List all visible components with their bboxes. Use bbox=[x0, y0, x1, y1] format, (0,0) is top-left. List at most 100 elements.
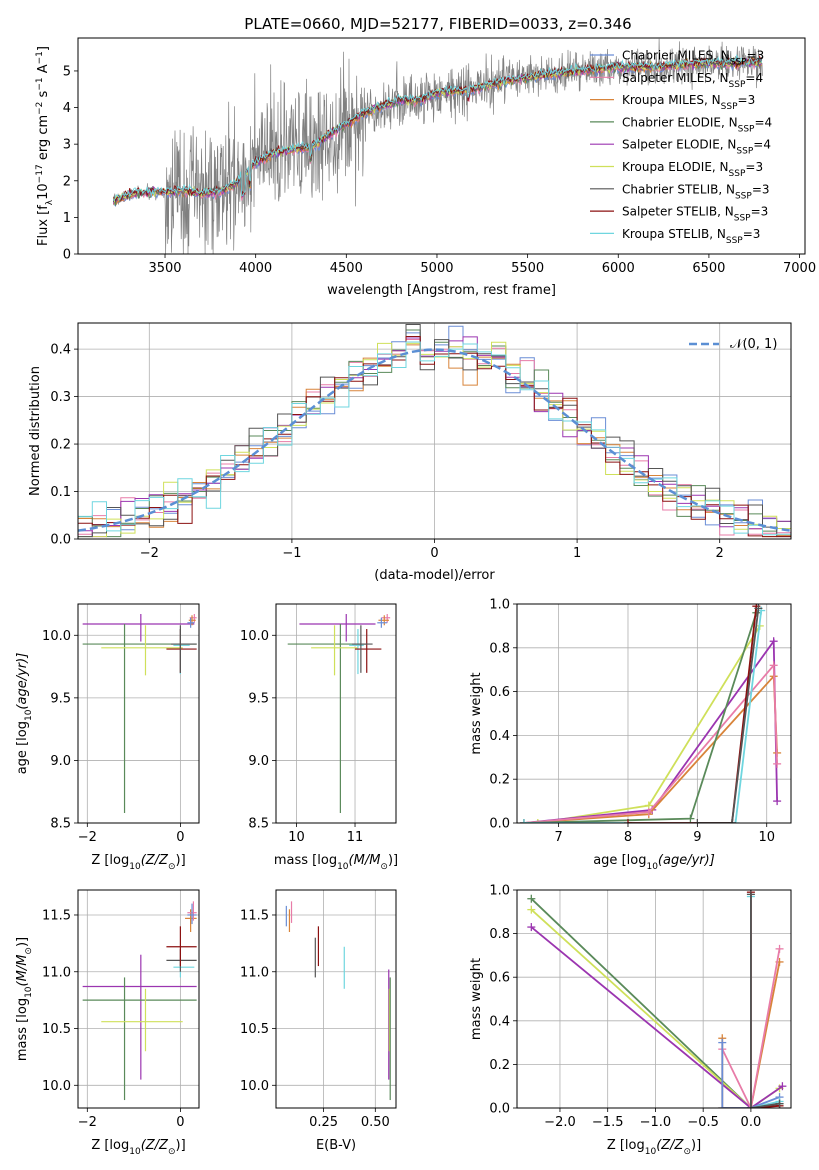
plot-area bbox=[112, 38, 763, 254]
y-tick-label: 4 bbox=[63, 101, 71, 116]
panel-mass-vs-Z: −2 010.010.511.011.5Z [log10(Z/Z⊙)]mass [… bbox=[15, 889, 200, 1157]
weight-line-salpeter_miles bbox=[523, 662, 778, 823]
plot-area bbox=[82, 901, 197, 1101]
legend-entry-part: Kroupa ELODIE, N bbox=[622, 160, 729, 174]
x-tick-label: 4500 bbox=[330, 261, 363, 276]
plot-area bbox=[527, 890, 787, 1108]
y-axis-label-part: λ bbox=[45, 199, 55, 205]
x-tick-label: 6000 bbox=[602, 261, 635, 276]
x-tick-label: 4000 bbox=[239, 261, 272, 276]
legend-entry-part: =3 bbox=[747, 49, 765, 63]
y-axis-label-part: age [log bbox=[15, 721, 30, 774]
y-tick-label: 11.5 bbox=[42, 908, 71, 923]
y-tick-label: 0.4 bbox=[489, 729, 510, 744]
legend-entry: Chabrier ELODIE, NSSP=4 bbox=[622, 115, 772, 134]
legend-entry-part: Chabrier MILES, N bbox=[622, 49, 730, 63]
axes-frame bbox=[516, 603, 792, 824]
x-axis-label: wavelength [Angstrom, rest frame] bbox=[327, 283, 556, 298]
legend-entry-part: =4 bbox=[753, 138, 771, 152]
y-axis-label-part: −17 bbox=[35, 164, 45, 183]
x-axis-label-part: )] bbox=[388, 853, 398, 868]
y-axis-label-part: −2 bbox=[35, 102, 45, 115]
x-axis-label-part: Z [log bbox=[91, 1138, 129, 1153]
panel-spectrum: 3500 4000 4500 5000 5500 6000 6500 7000 0 1 2 3 4 5 wa… bbox=[35, 37, 816, 298]
legend-entry-part: SSP bbox=[738, 124, 755, 134]
panel-residuals: −2 −1 0 1 2 0.0 0.1 0.2 0.3 0.4 𝒩(0, 1) (data-model… bbox=[28, 322, 792, 583]
x-tick-label: 9 bbox=[693, 830, 701, 845]
y-tick-label: 10.0 bbox=[42, 1079, 71, 1094]
y-axis-label-part: 10 bbox=[24, 986, 34, 998]
y-tick-label: 0.0 bbox=[489, 1102, 510, 1117]
chart-layer: 3500 4000 4500 5000 5500 6000 6500 7000012345wa… bbox=[15, 37, 816, 1157]
x-tick-label: 0.25 bbox=[309, 1115, 338, 1130]
y-tick-label: 1.0 bbox=[489, 598, 510, 613]
x-axis-label: age [log10(age/yr)] bbox=[593, 853, 715, 872]
axes-frame bbox=[516, 889, 792, 1109]
x-axis-label-part: 10 bbox=[337, 862, 349, 872]
axes-frame bbox=[77, 889, 200, 1109]
y-tick-label: 0 bbox=[63, 248, 71, 263]
x-axis-label-part: 10 bbox=[129, 1147, 141, 1157]
y-tick-label: 0.6 bbox=[489, 971, 510, 986]
legend-entry-part: =3 bbox=[752, 182, 770, 196]
y-axis-label-part: −1 bbox=[35, 77, 45, 90]
y-axis-label-part: )] bbox=[15, 937, 30, 947]
y-axis-label-part: ] bbox=[36, 46, 51, 51]
legend-entry-part: =4 bbox=[754, 115, 772, 129]
x-axis-label-part: 10 bbox=[646, 862, 658, 872]
y-tick-label: 1 bbox=[63, 211, 71, 226]
plot-area bbox=[287, 614, 391, 813]
weight-line-salpeter_miles bbox=[721, 948, 781, 1108]
y-axis-label: Flux [fλ10−17 erg cm−2 s−1 A−1] bbox=[35, 46, 55, 246]
x-tick-label: 2 bbox=[716, 546, 724, 561]
weight-line-salpeter_stelib bbox=[628, 606, 758, 823]
x-tick-label: 7 bbox=[554, 830, 562, 845]
legend-entry-part: SSP bbox=[730, 58, 747, 68]
y-tick-label: 10.0 bbox=[42, 629, 71, 644]
weight-line-salpeter_stelib bbox=[750, 892, 780, 1108]
legend-entry-part: =4 bbox=[745, 71, 763, 85]
legend-entry-part: SSP bbox=[736, 147, 753, 157]
x-axis-label-part: Z [log bbox=[91, 853, 129, 868]
y-tick-label: 11.0 bbox=[240, 965, 269, 980]
y-axis-label: Normed distribution bbox=[28, 366, 43, 496]
panel-age-vs-Z: −2 08.59.09.510.0Z [log10(Z/Z⊙)]age [log1… bbox=[15, 603, 200, 872]
gaussian-curve bbox=[78, 348, 791, 532]
x-axis-label-part: )] bbox=[176, 853, 186, 868]
x-tick-label: 8 bbox=[624, 830, 632, 845]
x-tick-label: −0.5 bbox=[687, 1115, 719, 1130]
y-axis-label-part: erg cm bbox=[36, 115, 51, 164]
y-tick-label: 0.4 bbox=[50, 343, 71, 358]
x-tick-label: −1.5 bbox=[592, 1115, 624, 1130]
y-tick-label: 0.2 bbox=[50, 438, 71, 453]
legend-entry: Kroupa ELODIE, NSSP=3 bbox=[622, 160, 763, 179]
y-axis-label-part: mass [log bbox=[15, 998, 30, 1061]
observed-spectrum-line bbox=[113, 38, 763, 254]
y-axis-label: age [log10(age/yr)] bbox=[15, 653, 34, 775]
x-tick-label: −2 bbox=[78, 1115, 97, 1130]
legend-entry: Chabrier MILES, NSSP=3 bbox=[622, 49, 764, 68]
y-tick-label: 10.0 bbox=[240, 629, 269, 644]
x-axis-label-part: (Z/Z bbox=[141, 853, 169, 868]
y-axis-label-part: A bbox=[36, 64, 51, 77]
x-axis-label-part: )] bbox=[691, 1138, 701, 1153]
legend-entry-part: SSP bbox=[726, 236, 743, 246]
legend-entry-part: SSP bbox=[734, 214, 751, 224]
axes-frame bbox=[275, 889, 397, 1109]
weight-line-kroupa_miles bbox=[523, 674, 778, 823]
y-tick-label: 10.5 bbox=[42, 1022, 71, 1037]
x-tick-label: −1.0 bbox=[640, 1115, 672, 1130]
legend-entry: 𝒩(0, 1) bbox=[730, 337, 777, 352]
x-tick-label: 0.0 bbox=[741, 1115, 762, 1130]
figure-title: PLATE=0660, MJD=52177, FIBERID=0033, z=0… bbox=[244, 15, 631, 33]
x-axis-label-part: age [log bbox=[593, 853, 646, 868]
x-tick-label: −2.0 bbox=[544, 1115, 576, 1130]
y-axis-label-part: 10 bbox=[24, 709, 34, 721]
weight-line-chabrier_stelib bbox=[697, 608, 760, 823]
y-tick-label: 0.3 bbox=[50, 390, 71, 405]
x-tick-label: 3500 bbox=[148, 261, 181, 276]
legend-entry-part: =3 bbox=[745, 160, 763, 174]
x-axis-label: Z [log10(Z/Z⊙)] bbox=[91, 853, 185, 872]
x-axis-label-part: (Z/Z bbox=[141, 1138, 169, 1153]
